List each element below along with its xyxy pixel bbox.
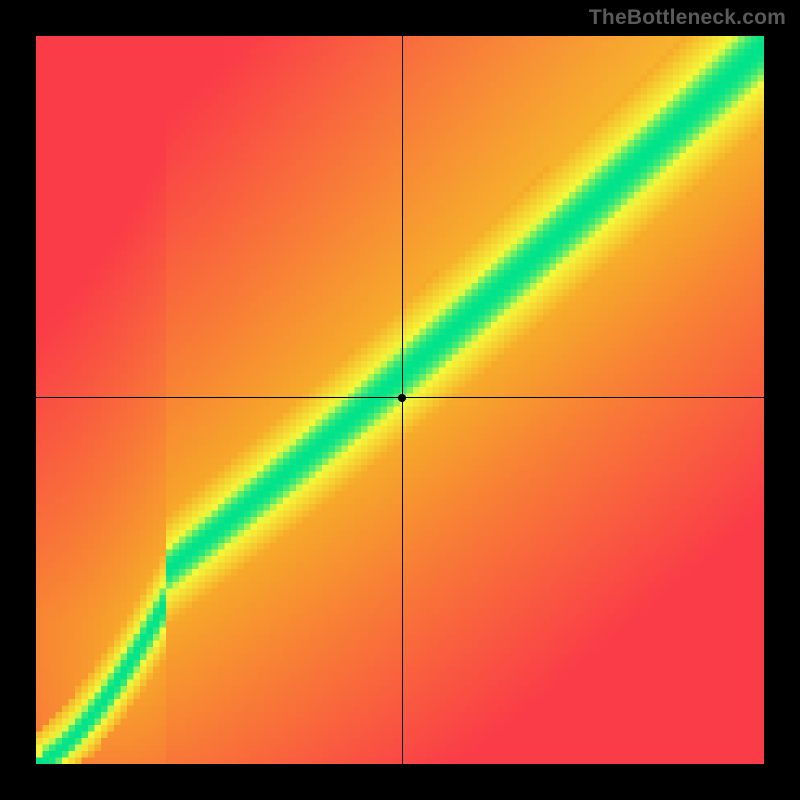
heatmap-plot xyxy=(36,36,764,764)
watermark-text: TheBottleneck.com xyxy=(589,6,786,30)
marker-dot xyxy=(398,394,406,402)
